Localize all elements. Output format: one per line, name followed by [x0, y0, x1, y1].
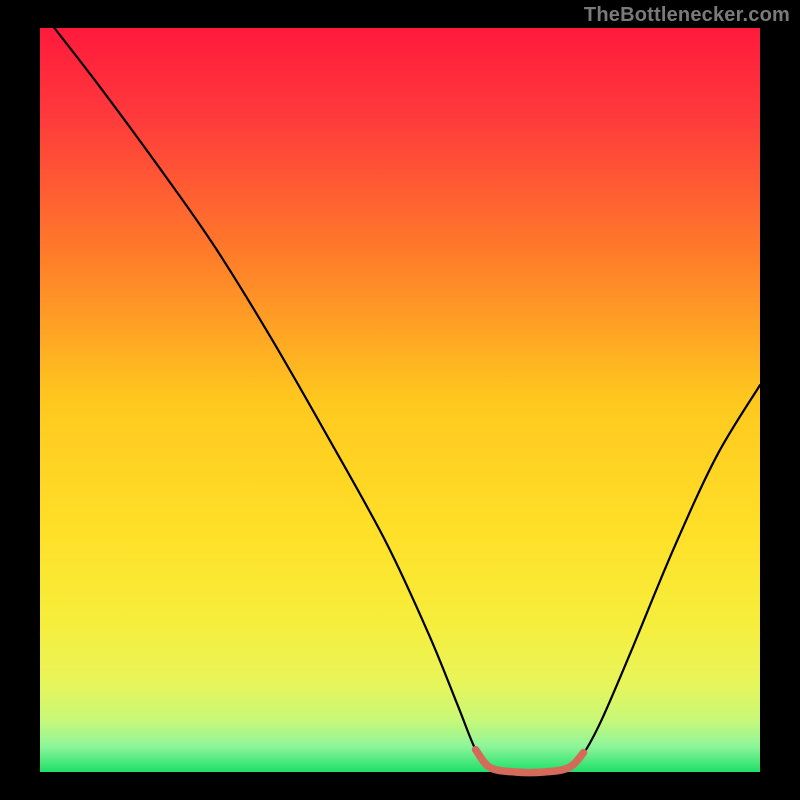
root-frame: TheBottlenecker.com	[0, 0, 800, 800]
chart-svg	[0, 0, 800, 800]
watermark-text: TheBottlenecker.com	[584, 4, 790, 27]
plot-background	[40, 28, 760, 772]
